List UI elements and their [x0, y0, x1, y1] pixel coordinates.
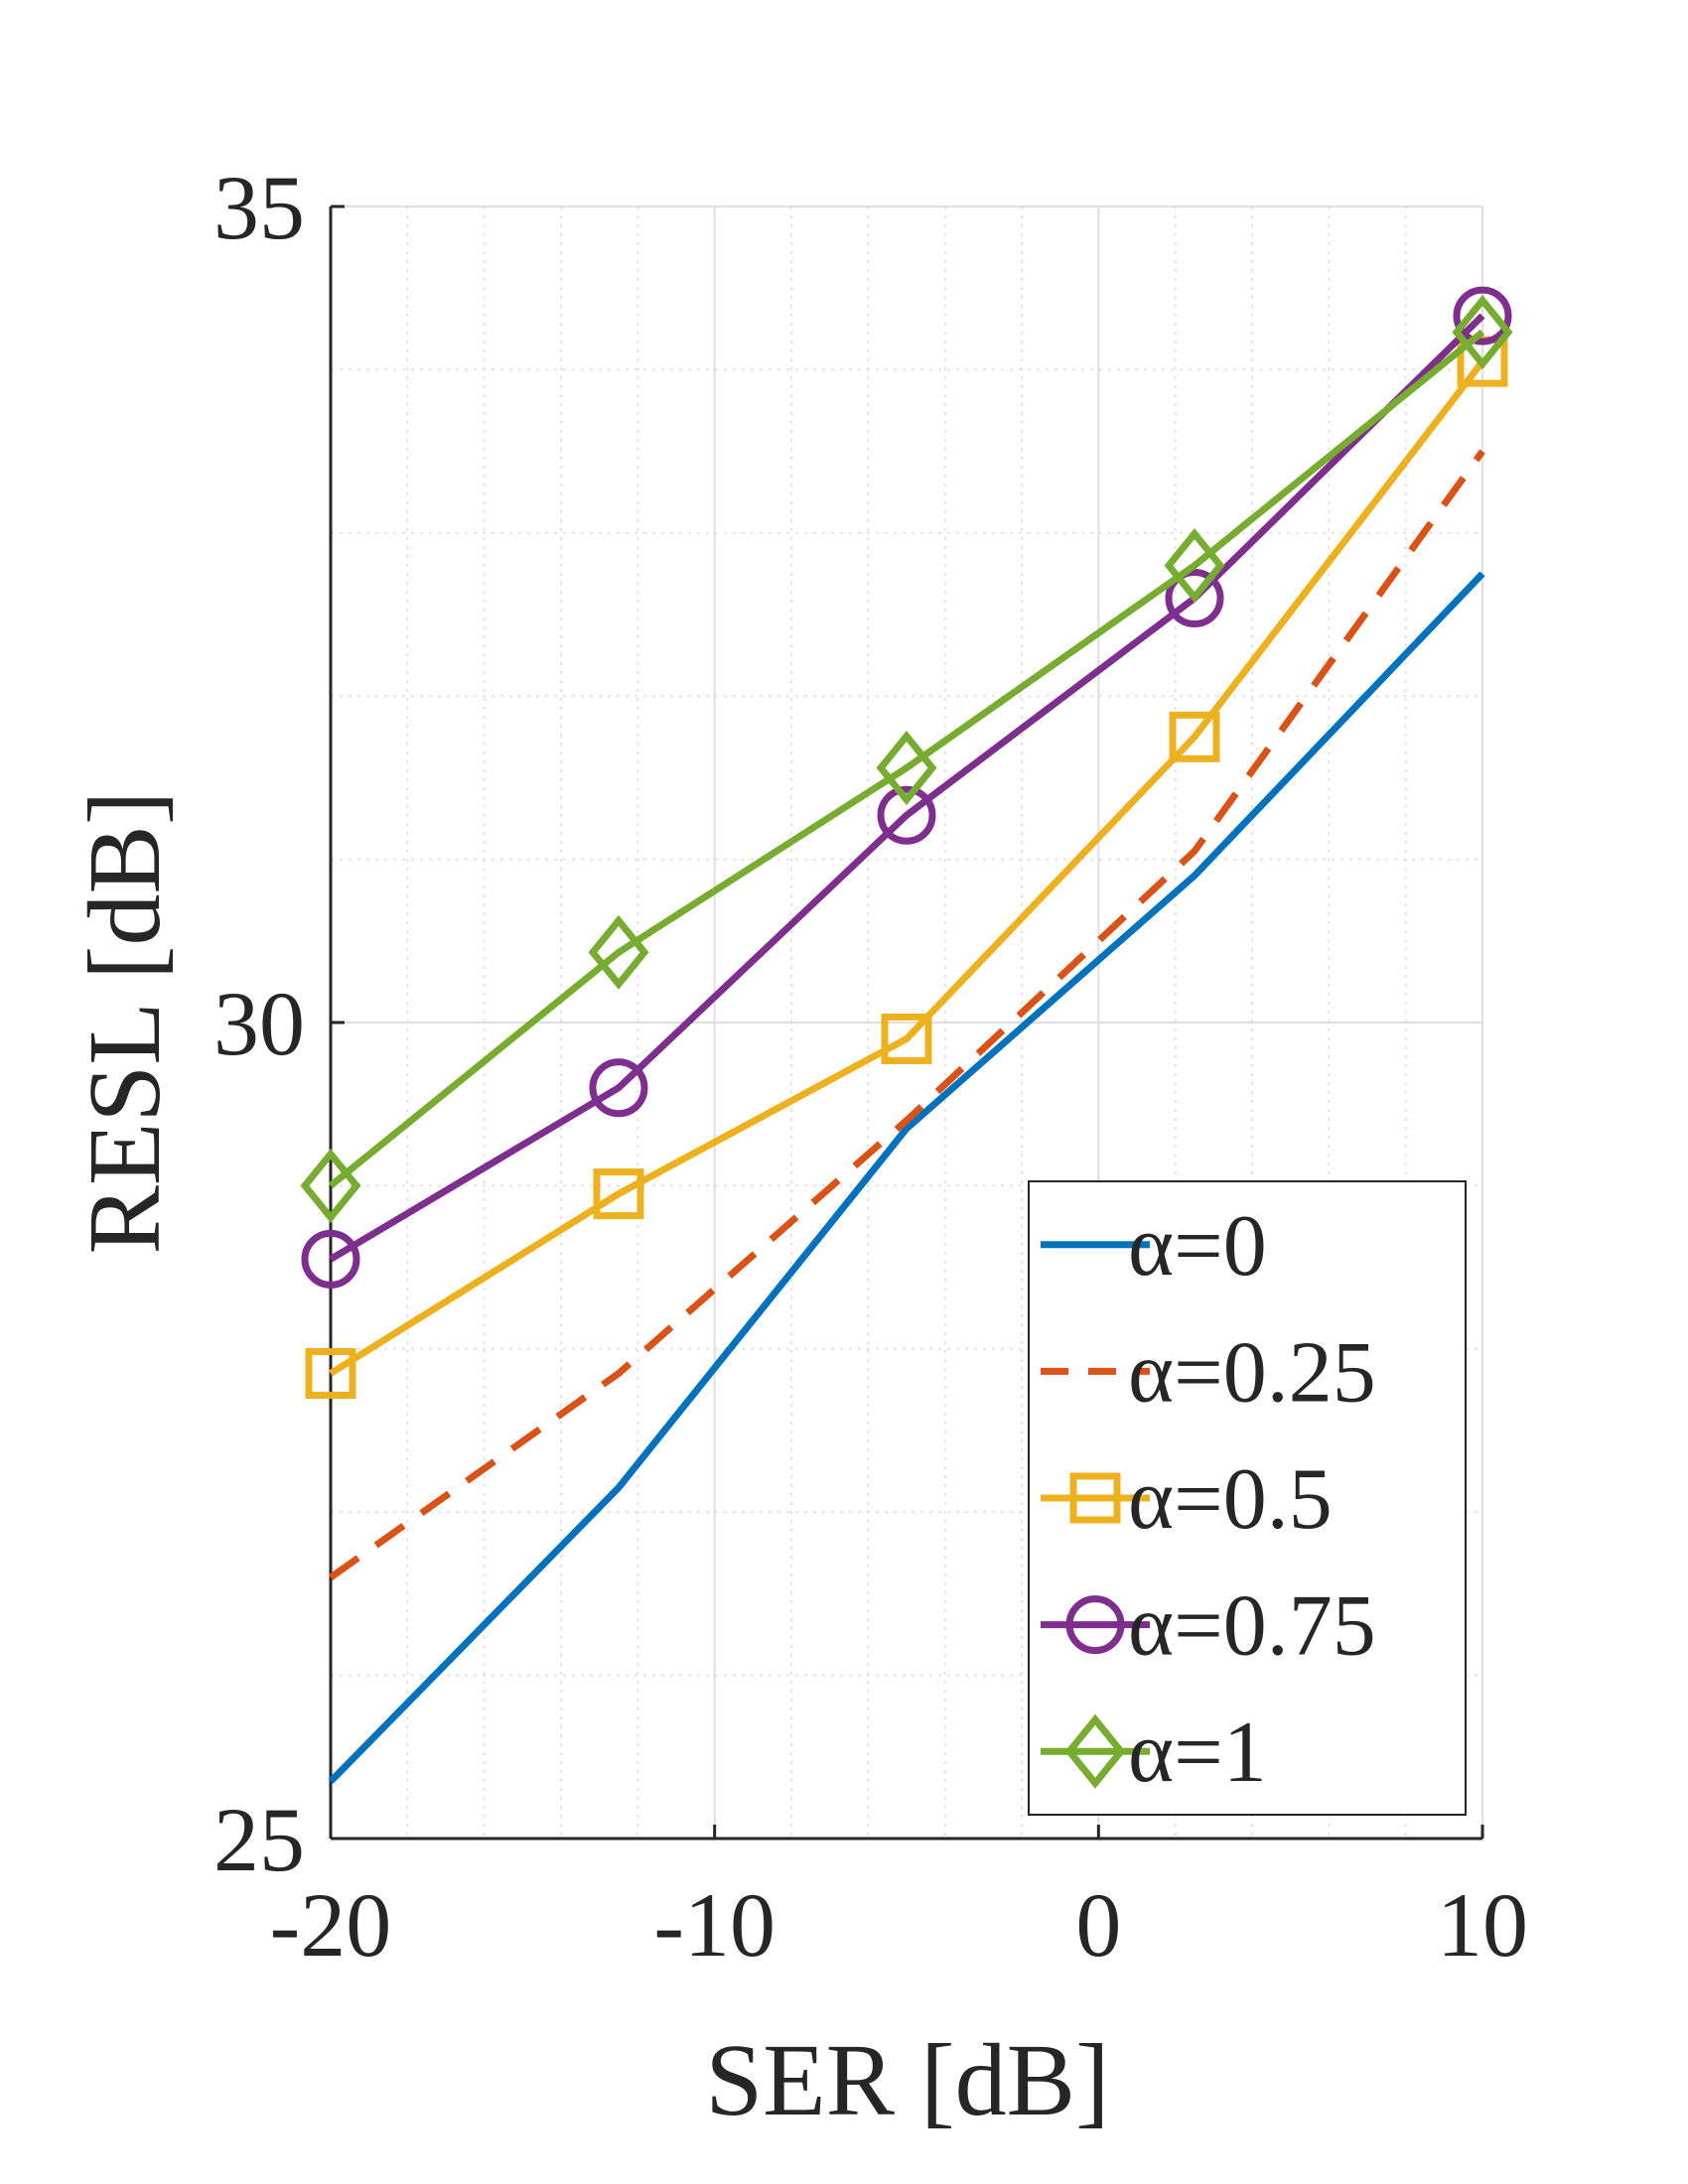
- data-point-marker: [1169, 711, 1220, 762]
- data-point-marker: [588, 914, 649, 990]
- axes: [329, 205, 1484, 1841]
- series-0: [328, 571, 1485, 1784]
- legend-label: α=0: [1128, 1198, 1267, 1295]
- y-tick-label: 25: [213, 1789, 305, 1890]
- series-line: [328, 329, 1485, 1189]
- series-line: [328, 571, 1485, 1784]
- series-3: [301, 286, 1512, 1289]
- legend-entry: α=0.5: [1041, 1451, 1333, 1548]
- legend-swatch-marker: [1065, 1595, 1125, 1655]
- legend: α=0 α=0.25 α=0.5 α=0.75 α=1: [1028, 1180, 1467, 1816]
- legend-entry: α=0.25: [1041, 1324, 1376, 1421]
- x-tick-label: -20: [270, 1874, 392, 1976]
- legend-label: α=0.5: [1128, 1451, 1333, 1548]
- x-axis-label: SER [dB]: [705, 2023, 1109, 2137]
- data-point-marker: [1453, 286, 1512, 345]
- x-tick-label: -10: [653, 1874, 775, 1976]
- series-1: [328, 449, 1485, 1580]
- data-point-marker: [593, 1168, 644, 1220]
- legend-swatch-marker: [1064, 1713, 1126, 1789]
- legend-label: α=0.25: [1128, 1324, 1376, 1421]
- series-lines: [300, 286, 1513, 1784]
- data-point-marker: [301, 1229, 360, 1289]
- series-line: [329, 359, 1485, 1377]
- legend-entry: α=1: [1041, 1705, 1267, 1801]
- series-line: [329, 313, 1485, 1263]
- x-tick-label: 0: [1075, 1874, 1121, 1976]
- data-point-marker: [881, 1013, 932, 1064]
- y-axis-label: RESL [dB]: [68, 790, 182, 1254]
- series-line: [328, 449, 1485, 1580]
- legend-label: α=0.75: [1128, 1578, 1376, 1675]
- data-point-marker: [589, 1058, 648, 1118]
- data-point-marker: [300, 1148, 361, 1223]
- data-point-marker: [305, 1347, 356, 1399]
- legend-entry: α=0.75: [1041, 1578, 1376, 1675]
- data-point-marker: [1452, 295, 1513, 370]
- series-2: [305, 336, 1508, 1399]
- series-4: [300, 295, 1513, 1223]
- data-point-marker: [1164, 528, 1225, 604]
- y-tick-label: 30: [213, 973, 305, 1074]
- x-tick-label: 10: [1437, 1874, 1528, 1976]
- data-point-marker: [877, 785, 936, 845]
- y-tick-label: 35: [213, 157, 305, 258]
- tick-labels: -20 -10 0 10 25 30 35: [213, 157, 1528, 1976]
- legend-entry: α=0: [1041, 1198, 1267, 1295]
- legend-swatch-marker: [1069, 1472, 1121, 1524]
- data-point-marker: [876, 730, 937, 806]
- data-point-marker: [1165, 569, 1224, 628]
- legend-label: α=1: [1128, 1705, 1267, 1801]
